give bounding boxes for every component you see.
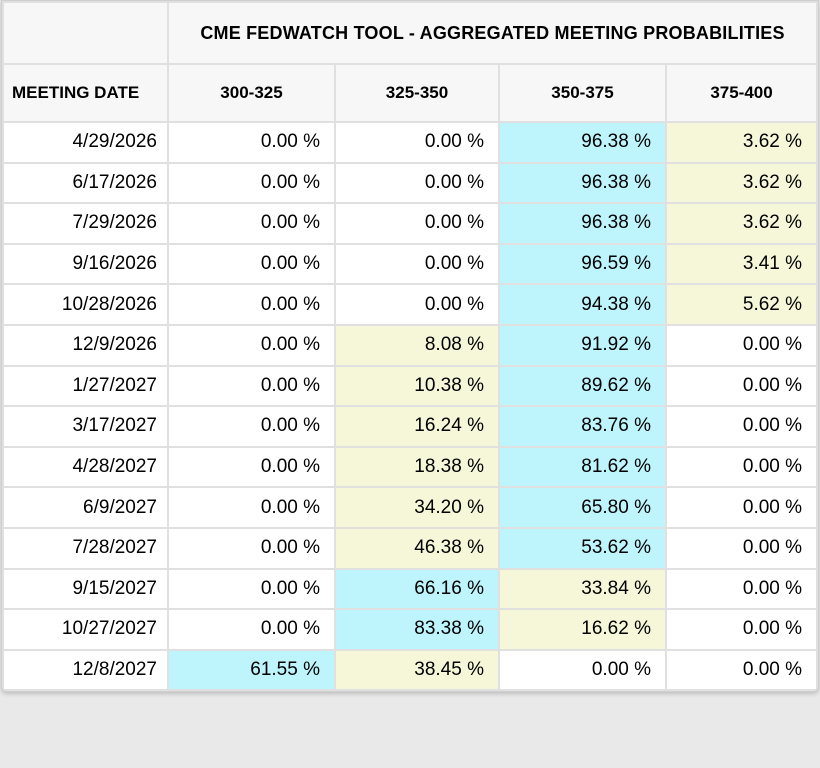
meeting-date-cell: 10/28/2026 [2,283,169,326]
column-header-row: MEETING DATE 300-325 325-350 350-375 375… [2,63,818,123]
meeting-date-cell: 9/16/2026 [2,242,169,286]
table-title: CME FEDWATCH TOOL - AGGREGATED MEETING P… [166,1,818,65]
probability-cell: 18.38 % [334,445,500,489]
column-header-meeting-date: MEETING DATE [2,63,169,123]
probability-cell: 0.00 % [664,486,818,529]
column-header-300-325: 300-325 [167,63,336,123]
table-row: 7/28/2027 0.00 % 46.38 % 53.62 % 0.00 % [2,526,818,570]
probability-cell: 0.00 % [664,567,818,611]
meeting-date-cell: 9/15/2027 [2,567,169,611]
meeting-date-cell: 7/29/2026 [2,202,169,245]
probability-cell: 83.38 % [334,608,500,651]
probability-cell: 0.00 % [167,486,336,529]
probability-cell: 5.62 % [664,283,818,326]
table-row: 1/27/2027 0.00 % 10.38 % 89.62 % 0.00 % [2,364,818,408]
probability-cell: 83.76 % [498,405,667,448]
probability-cell: 10.38 % [334,364,500,408]
probability-cell: 0.00 % [167,405,336,448]
column-header-325-350: 325-350 [334,63,500,123]
probability-cell: 0.00 % [664,405,818,448]
meeting-date-cell: 4/29/2026 [2,121,169,164]
probability-cell: 81.62 % [498,445,667,489]
probability-cell: 96.38 % [498,202,667,245]
probability-cell: 61.55 % [167,648,336,692]
probability-cell: 0.00 % [167,608,336,651]
table-row: 6/17/2026 0.00 % 0.00 % 96.38 % 3.62 % [2,161,818,205]
meeting-date-cell: 12/8/2027 [2,648,169,692]
probability-cell: 96.38 % [498,121,667,164]
probability-cell: 94.38 % [498,283,667,326]
probability-cell: 0.00 % [167,121,336,164]
table-row: 9/16/2026 0.00 % 0.00 % 96.59 % 3.41 % [2,242,818,286]
meeting-date-cell: 1/27/2027 [2,364,169,408]
probability-cell: 0.00 % [167,283,336,326]
table-row: 7/29/2026 0.00 % 0.00 % 96.38 % 3.62 % [2,202,818,245]
fedwatch-probabilities-card: CME FEDWATCH TOOL - AGGREGATED MEETING P… [1,0,819,693]
probability-cell: 96.59 % [498,242,667,286]
probability-cell: 3.62 % [664,161,818,205]
table-row: 6/9/2027 0.00 % 34.20 % 65.80 % 0.00 % [2,486,818,529]
probability-cell: 65.80 % [498,486,667,529]
column-header-350-375: 350-375 [498,63,667,123]
probability-cell: 0.00 % [334,121,500,164]
column-header-375-400: 375-400 [664,63,818,123]
meeting-date-cell: 3/17/2027 [2,405,169,448]
meeting-date-cell: 6/9/2027 [2,486,169,529]
probability-cell: 38.45 % [334,648,500,692]
probability-cell: 0.00 % [664,323,818,367]
probability-cell: 0.00 % [167,161,336,205]
probability-cell: 34.20 % [334,486,500,529]
probability-cell: 3.41 % [664,242,818,286]
probability-cell: 0.00 % [664,364,818,408]
probability-cell: 16.24 % [334,405,500,448]
meeting-date-cell: 10/27/2027 [2,608,169,651]
probability-cell: 0.00 % [664,648,818,692]
probability-cell: 0.00 % [167,323,336,367]
title-row: CME FEDWATCH TOOL - AGGREGATED MEETING P… [2,1,818,65]
probability-cell: 0.00 % [664,445,818,489]
probability-cell: 16.62 % [498,608,667,651]
probability-cell: 96.38 % [498,161,667,205]
probability-cell: 33.84 % [498,567,667,611]
meeting-date-cell: 12/9/2026 [2,323,169,367]
probability-cell: 0.00 % [167,242,336,286]
table-row: 10/27/2027 0.00 % 83.38 % 16.62 % 0.00 % [2,608,818,651]
probability-cell: 53.62 % [498,526,667,570]
probability-cell: 3.62 % [664,202,818,245]
table-row: 9/15/2027 0.00 % 66.16 % 33.84 % 0.00 % [2,567,818,611]
probability-cell: 0.00 % [664,526,818,570]
probability-cell: 0.00 % [334,202,500,245]
table-row: 10/28/2026 0.00 % 0.00 % 94.38 % 5.62 % [2,283,818,326]
probability-cell: 0.00 % [334,283,500,326]
meeting-date-cell: 4/28/2027 [2,445,169,489]
probability-cell: 0.00 % [498,648,667,692]
probability-cell: 91.92 % [498,323,667,367]
probability-cell: 0.00 % [167,364,336,408]
probability-cell: 0.00 % [664,608,818,651]
probability-cell: 0.00 % [334,161,500,205]
table-body: 4/29/2026 0.00 % 0.00 % 96.38 % 3.62 % 6/17/2… [2,121,818,692]
probability-cell: 8.08 % [334,323,500,367]
table-row: 12/8/2027 61.55 % 38.45 % 0.00 % 0.00 % [2,648,818,692]
table-row: 12/9/2026 0.00 % 8.08 % 91.92 % 0.00 % [2,323,818,367]
probability-cell: 0.00 % [334,242,500,286]
probability-cell: 0.00 % [167,526,336,570]
table-row: 4/28/2027 0.00 % 18.38 % 81.62 % 0.00 % [2,445,818,489]
title-spacer-cell [2,1,169,65]
probability-cell: 0.00 % [167,567,336,611]
probability-cell: 66.16 % [334,567,500,611]
table-row: 3/17/2027 0.00 % 16.24 % 83.76 % 0.00 % [2,405,818,448]
probability-cell: 46.38 % [334,526,500,570]
fedwatch-probabilities-table: CME FEDWATCH TOOL - AGGREGATED MEETING P… [2,1,818,692]
meeting-date-cell: 6/17/2026 [2,161,169,205]
probability-cell: 0.00 % [167,202,336,245]
probability-cell: 0.00 % [167,445,336,489]
table-row: 4/29/2026 0.00 % 0.00 % 96.38 % 3.62 % [2,121,818,164]
probability-cell: 3.62 % [664,121,818,164]
probability-cell: 89.62 % [498,364,667,408]
meeting-date-cell: 7/28/2027 [2,526,169,570]
